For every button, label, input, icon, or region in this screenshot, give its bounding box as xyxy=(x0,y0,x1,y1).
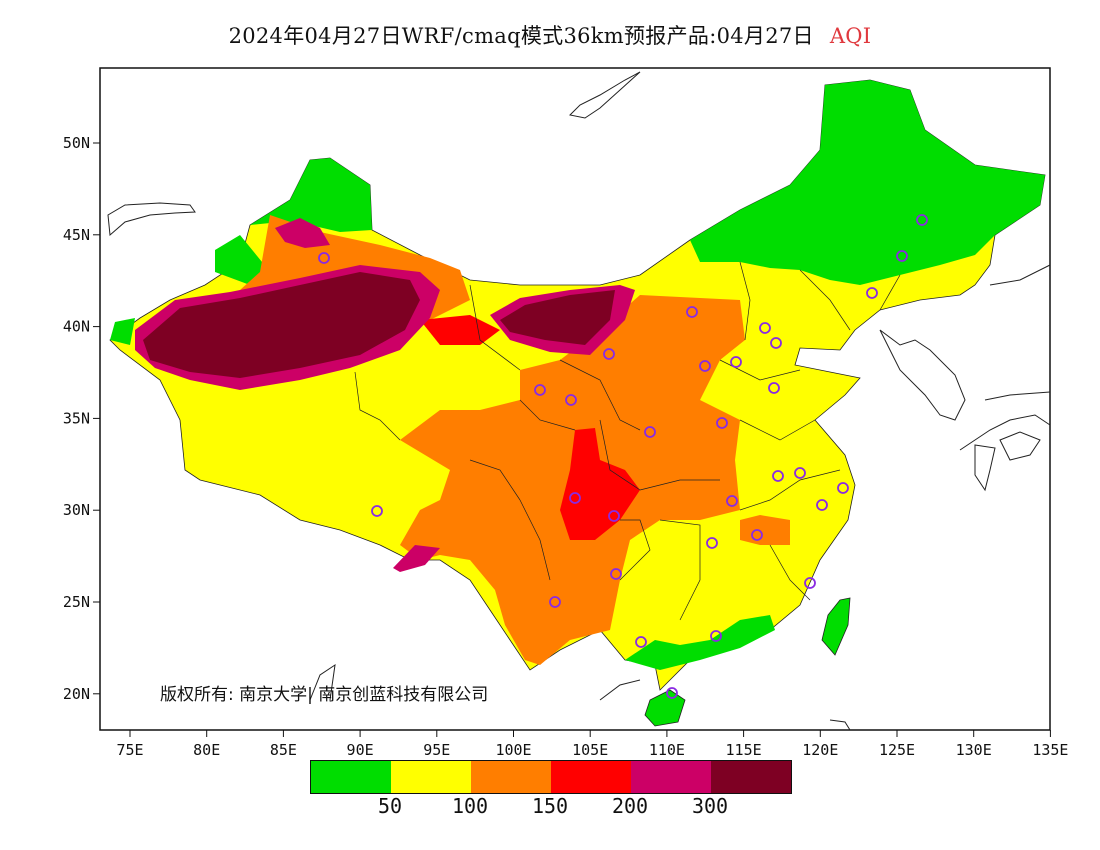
title-product: AQI xyxy=(829,24,872,48)
x-tick-label: 120E xyxy=(802,741,838,759)
region-unhealthy-north xyxy=(420,315,500,345)
x-tick-label: 100E xyxy=(495,741,531,759)
x-tick-label: 75E xyxy=(116,741,143,759)
neighbor-coastlines xyxy=(107,71,1051,731)
x-tick-label: 110E xyxy=(649,741,685,759)
title-main: 2024年04月27日WRF/cmaq模式36km预报产品:04月27日 xyxy=(228,24,814,48)
island-hainan xyxy=(644,689,686,727)
y-tick-label: 30N xyxy=(63,501,90,519)
colorbar-label: 200 xyxy=(611,794,649,818)
y-tick-label: 35N xyxy=(63,409,90,427)
x-tick-label: 135E xyxy=(1032,741,1068,759)
station-markers xyxy=(318,214,928,699)
x-tick-label: 90E xyxy=(347,741,374,759)
region-very-unhealthy-tibet-se xyxy=(393,545,440,572)
x-tick-label: 125E xyxy=(879,741,915,759)
colorbar-swatch xyxy=(711,761,791,793)
colorbar-swatch xyxy=(551,761,631,793)
region-good-westtip xyxy=(110,318,135,345)
region-good-northeast xyxy=(690,80,1045,285)
y-tick-label: 45N xyxy=(63,226,90,244)
y-tick-label: 40N xyxy=(63,318,90,336)
island-taiwan xyxy=(821,597,851,656)
region-very-unhealthy-junggar xyxy=(275,218,330,248)
colorbar-swatch xyxy=(391,761,471,793)
x-tick-label: 105E xyxy=(572,741,608,759)
colorbar-swatch xyxy=(471,761,551,793)
x-tick-label: 115E xyxy=(726,741,762,759)
colorbar-label: 50 xyxy=(377,794,403,818)
colorbar-label: 100 xyxy=(451,794,489,818)
x-tick-label: 80E xyxy=(193,741,220,759)
region-hazardous-alxa xyxy=(500,290,615,345)
colorbar-label: 150 xyxy=(531,794,569,818)
region-hazardous-taklamakan xyxy=(143,272,420,378)
colorbar-swatch xyxy=(311,761,391,793)
y-tick-label: 25N xyxy=(63,593,90,611)
x-tick-label: 130E xyxy=(956,741,992,759)
aqi-colorbar xyxy=(310,760,792,794)
x-axis: 75E 80E 85E 90E 95E 100E 105E 110E 115E 120E 125E 1… xyxy=(116,730,1068,759)
province-borders xyxy=(354,261,901,621)
region-unhealthy-sichuan xyxy=(560,428,640,540)
y-axis: 50N 45N 40N 35N 30N 25N 20N xyxy=(63,134,100,703)
region-good-south xyxy=(625,615,775,670)
x-tick-label: 95E xyxy=(423,741,450,759)
region-good-xinjiang xyxy=(250,158,372,232)
colorbar-label: 300 xyxy=(691,794,729,818)
copyright-text: 版权所有: 南京大学| 南京创蓝科技有限公司 xyxy=(160,685,489,705)
y-tick-label: 20N xyxy=(63,685,90,703)
map-title: 2024年04月27日WRF/cmaq模式36km预报产品:04月27日 AQI xyxy=(0,20,1100,50)
aqi-colorbar-labels: 50 100 150 200 300 xyxy=(0,794,1100,820)
y-tick-label: 50N xyxy=(63,134,90,152)
region-usg-southeast xyxy=(740,515,790,545)
x-tick-label: 85E xyxy=(270,741,297,759)
colorbar-swatch xyxy=(631,761,711,793)
